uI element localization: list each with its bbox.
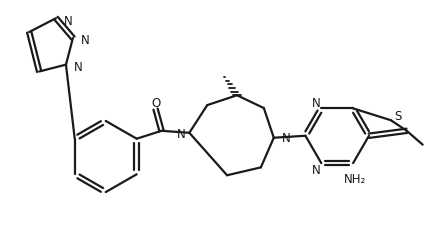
Text: NH₂: NH₂ <box>344 173 366 186</box>
Text: O: O <box>151 96 160 109</box>
Text: N: N <box>282 132 291 145</box>
Text: S: S <box>394 109 401 122</box>
Text: N: N <box>64 15 73 27</box>
Text: N: N <box>81 34 89 47</box>
Text: N: N <box>312 163 321 176</box>
Text: N: N <box>177 128 185 141</box>
Text: N: N <box>74 61 83 74</box>
Text: N: N <box>312 97 321 109</box>
